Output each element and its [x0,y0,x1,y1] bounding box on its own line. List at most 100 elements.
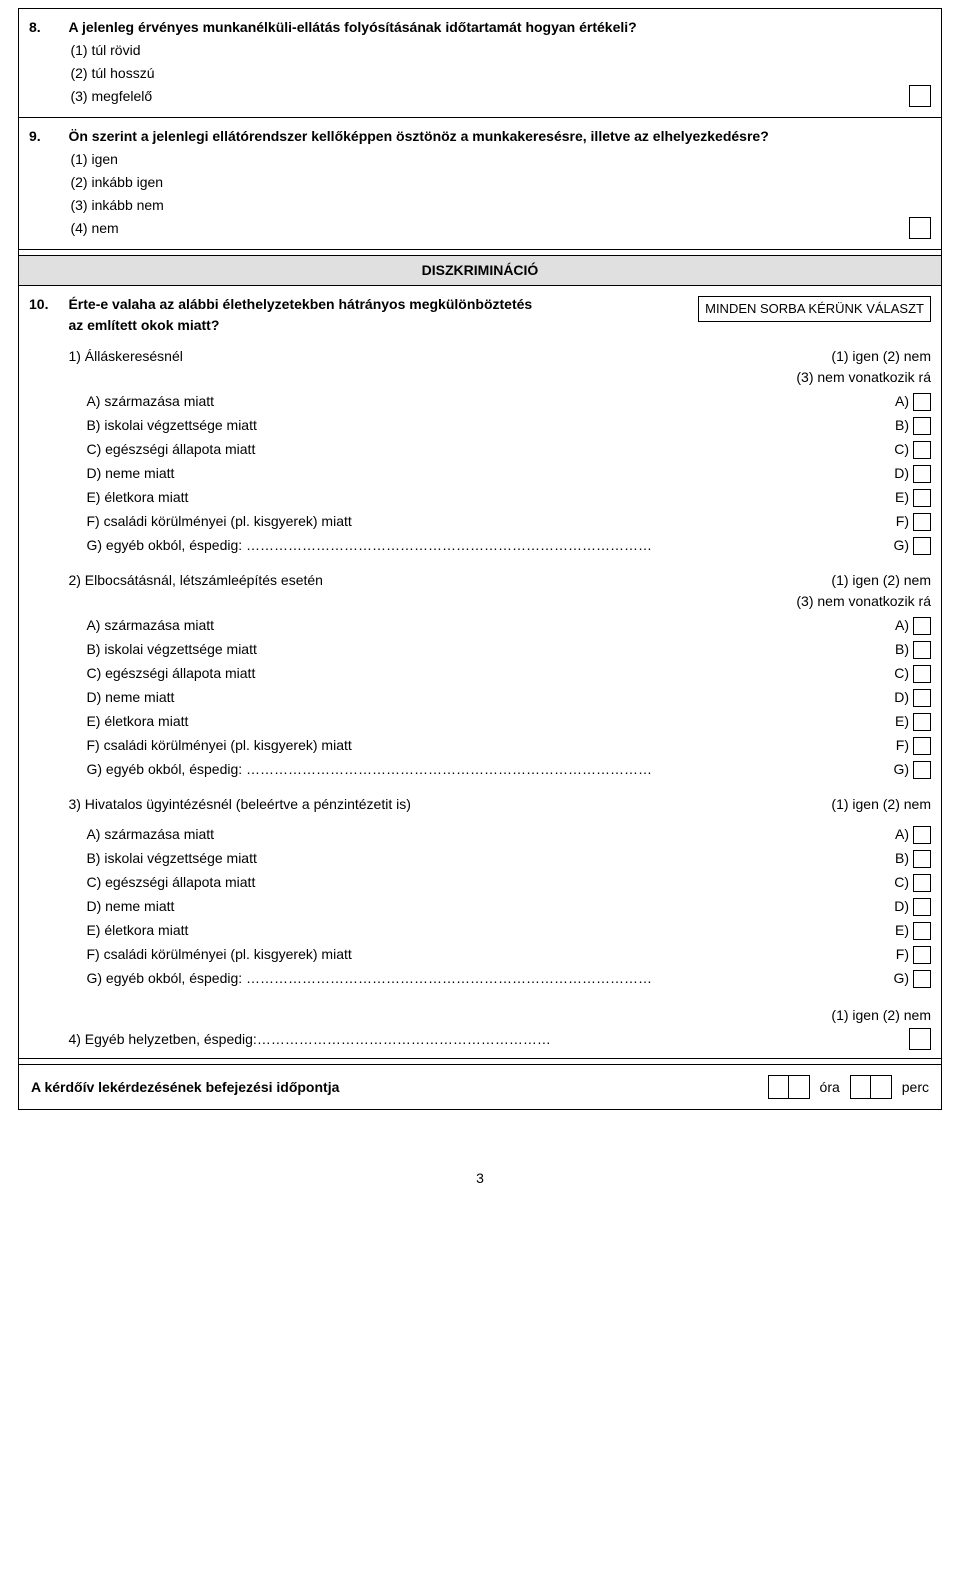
q9-body: Ön szerint a jelenlegi ellátórendszer ke… [58,118,941,250]
q10-g1-c-tag: C) [86,441,101,457]
q10-g1-g-text: egyéb okból, éspedig: ………………………………………………… [106,537,652,553]
q9-answer-box[interactable] [909,217,931,239]
q10-g1-f-box[interactable] [913,513,931,531]
q10-g2-a-text: származása miatt [104,617,214,633]
q10-g2-d-tag: D) [86,689,101,705]
q10-g2-d-rtag: D) [887,687,913,708]
q10-g3-a-text: származása miatt [104,826,214,842]
q10-g3-b-box[interactable] [913,850,931,868]
q10-g2-f-tag: F) [86,737,99,753]
q10-g2-g-rtag: G) [887,759,913,780]
q10-g1-e-tag: E) [86,489,100,505]
q8-number: 8. [19,9,59,118]
q8-title: A jelenleg érvényes munkanélküli-ellátás… [68,17,891,38]
q10-g1-f-rtag: F) [887,511,913,532]
q10-g1-b-text: iskolai végzettsége miatt [104,417,257,433]
q10-g1-e-rtag: E) [887,487,913,508]
footer-cell: A kérdőív lekérdezésének befejezési időp… [19,1065,942,1110]
q10-g2-b-tag: B) [86,641,100,657]
q10-g2-b-box[interactable] [913,641,931,659]
q10-g3-c-text: egészségi állapota miatt [105,874,255,890]
q10-g3-d-tag: D) [86,898,101,914]
q10-g3-b-rtag: B) [887,848,913,869]
q10-g2-legend1: (1) igen (2) nem [731,570,931,591]
q10-g3-e-rtag: E) [887,920,913,941]
q10-g3-c-rtag: C) [887,872,913,893]
q10-g3-a-tag: A) [86,826,100,842]
q10-g2-items: A) származása miattA) B) iskolai végzett… [86,615,931,780]
hour-label: óra [820,1077,840,1098]
questionnaire-table: 8. A jelenleg érvényes munkanélküli-ellá… [18,8,942,1110]
q10-g2-c-tag: C) [86,665,101,681]
q10-g1-g-rtag: G) [887,535,913,556]
q10-g3-g-text: egyéb okból, éspedig: ………………………………………………… [106,970,652,986]
q10-g1-f-tag: F) [86,513,99,529]
q10-g2-a-tag: A) [86,617,100,633]
q10-g2-f-rtag: F) [887,735,913,756]
q10-g1-legend1: (1) igen (2) nem [731,346,931,367]
q10-g1-b-tag: B) [86,417,100,433]
q9-number: 9. [19,118,59,250]
q10-g1-d-rtag: D) [887,463,913,484]
q10-g2-f-box[interactable] [913,737,931,755]
q10-g3-g-box[interactable] [913,970,931,988]
q10-g2-a-box[interactable] [913,617,931,635]
q10-g2-b-rtag: B) [887,639,913,660]
q10-g2-e-text: életkora miatt [104,713,188,729]
q10-g1-c-box[interactable] [913,441,931,459]
q10-g4-legend: (1) igen (2) nem [68,1005,931,1026]
response-instruction-stamp: MINDEN SORBA KÉRÜNK VÁLASZT [698,296,931,322]
q10-g2-d-box[interactable] [913,689,931,707]
q10-g2-c-box[interactable] [913,665,931,683]
q10-g1-g-box[interactable] [913,537,931,555]
q10-g3-c-box[interactable] [913,874,931,892]
q9-opt-1: (1) igen [70,149,891,170]
q10-g4-label: 4) Egyéb helyzetben, éspedig:……………………………… [68,1029,891,1050]
q10-g1-f-text: családi körülményei (pl. kisgyerek) miat… [104,513,352,529]
min-label: perc [902,1077,929,1098]
q10-g2-e-box[interactable] [913,713,931,731]
q9-opt-2: (2) inkább igen [70,172,891,193]
q9-opt-3: (3) inkább nem [70,195,891,216]
q10-g1-d-text: neme miatt [105,465,174,481]
q10-g1-d-box[interactable] [913,465,931,483]
q10-g2-g-tag: G) [86,761,102,777]
q10-g3-items: A) származása miattA) B) iskolai végzett… [86,824,931,989]
q10-title-l1: Érte-e valaha az alábbi élethelyzetekben… [68,294,698,315]
q10-g3-d-text: neme miatt [105,898,174,914]
q10-g3-head: 3) Hivatalos ügyintézésnél (beleértve a … [68,794,731,815]
q10-g3-g-tag: G) [86,970,102,986]
q10-g1-a-box[interactable] [913,393,931,411]
q10-g3-f-tag: F) [86,946,99,962]
q10-g1-a-tag: A) [86,393,100,409]
q10-g2-legend2: (3) nem vonatkozik rá [68,591,931,612]
q10-g1-head: 1) Álláskeresésnél [68,346,731,367]
section-header: DISZKRIMINÁCIÓ [19,256,942,286]
q10-g2-e-tag: E) [86,713,100,729]
q10-g3-g-rtag: G) [887,968,913,989]
footer-text: A kérdőív lekérdezésének befejezési időp… [31,1079,339,1095]
q10-g3-d-box[interactable] [913,898,931,916]
q10-g3-e-tag: E) [86,922,100,938]
q10-g1-e-text: életkora miatt [104,489,188,505]
q10-g4-box[interactable] [909,1028,931,1050]
q10-body: Érte-e valaha az alábbi élethelyzetekben… [58,286,941,1059]
q10-g2-e-rtag: E) [887,711,913,732]
q8-opt-3: (3) megfelelő [70,86,891,107]
q10-g1-e-box[interactable] [913,489,931,507]
q10-g3-f-box[interactable] [913,946,931,964]
q8-answer-box[interactable] [909,85,931,107]
q10-g3-f-text: családi körülményei (pl. kisgyerek) miat… [104,946,352,962]
q10-g2-g-box[interactable] [913,761,931,779]
q10-g1-b-box[interactable] [913,417,931,435]
q10-title-l2: az említett okok miatt? [68,315,698,336]
q10-g3-c-tag: C) [86,874,101,890]
q10-g2-c-text: egészségi állapota miatt [105,665,255,681]
q9-title: Ön szerint a jelenlegi ellátórendszer ke… [68,126,891,147]
q10-g1-g-tag: G) [86,537,102,553]
q10-g3-a-box[interactable] [913,826,931,844]
q10-number: 10. [19,286,59,1059]
q10-g3-e-box[interactable] [913,922,931,940]
hour-box[interactable] [768,1075,810,1099]
min-box[interactable] [850,1075,892,1099]
